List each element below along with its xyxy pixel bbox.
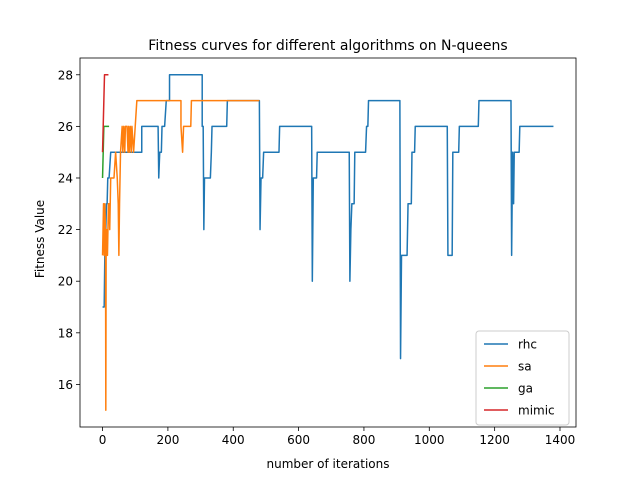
- y-tick-label: 24: [58, 171, 73, 185]
- y-tick-label: 26: [58, 120, 73, 134]
- plot-frame: [79, 57, 577, 428]
- x-tick-label: 1200: [479, 433, 510, 447]
- y-tick-label: 18: [58, 326, 73, 340]
- x-tick-label: 800: [352, 433, 375, 447]
- x-axis-ticks: 0 200 400 600 800 1000 1200 1400: [99, 427, 576, 447]
- legend-label-mimic: mimic: [518, 404, 555, 418]
- y-tick-label: 16: [58, 378, 73, 392]
- y-tick-label: 22: [58, 223, 73, 237]
- y-tick-label: 28: [58, 68, 73, 82]
- x-tick-label: 200: [156, 433, 179, 447]
- series-line-mimic: [101, 74, 109, 153]
- y-tick-label: 20: [58, 275, 73, 289]
- legend-label-rhc: rhc: [518, 338, 537, 352]
- series-line-rhc: [102, 74, 554, 360]
- legend-label-ga: ga: [518, 382, 533, 396]
- x-tick-label: 600: [287, 433, 310, 447]
- x-tick-label: 0: [99, 433, 107, 447]
- y-axis-label: Fitness Value: [33, 200, 47, 278]
- series-line-sa: [101, 99, 260, 411]
- legend-label-sa: sa: [518, 360, 532, 374]
- x-tick-label: 400: [222, 433, 245, 447]
- x-tick-label: 1400: [545, 433, 576, 447]
- x-tick-label: 1000: [414, 433, 445, 447]
- y-axis-ticks: 16 18 20 22 24 26 28: [58, 68, 80, 392]
- legend: rhc sa ga mimic: [475, 330, 570, 426]
- series-lines: [101, 74, 554, 411]
- chart-title: Fitness curves for different algorithms …: [148, 38, 507, 54]
- x-axis-label: number of iterations: [267, 457, 390, 471]
- legend-box: [475, 330, 570, 426]
